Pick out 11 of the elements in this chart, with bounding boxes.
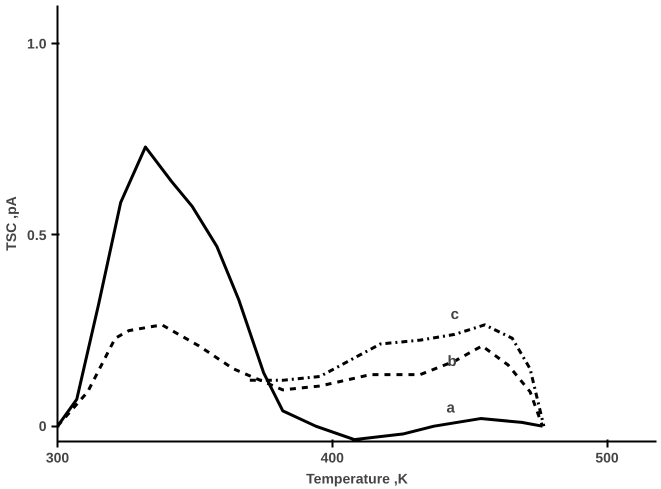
y-tick-label: 1.0 <box>27 36 47 52</box>
y-tick-label: 0.5 <box>27 226 47 243</box>
series-label: a <box>446 400 456 417</box>
y-axis-title: TSC ,pA <box>3 196 20 251</box>
y-tick-label: 0 <box>38 418 47 434</box>
x-tick-label: 500 <box>595 450 619 466</box>
x-tick-label: 300 <box>46 450 70 466</box>
series-label: c <box>450 306 459 323</box>
x-axis-title: Temperature ,K <box>306 470 408 486</box>
x-tick-label: 400 <box>320 450 344 466</box>
series-label: b <box>447 352 457 370</box>
